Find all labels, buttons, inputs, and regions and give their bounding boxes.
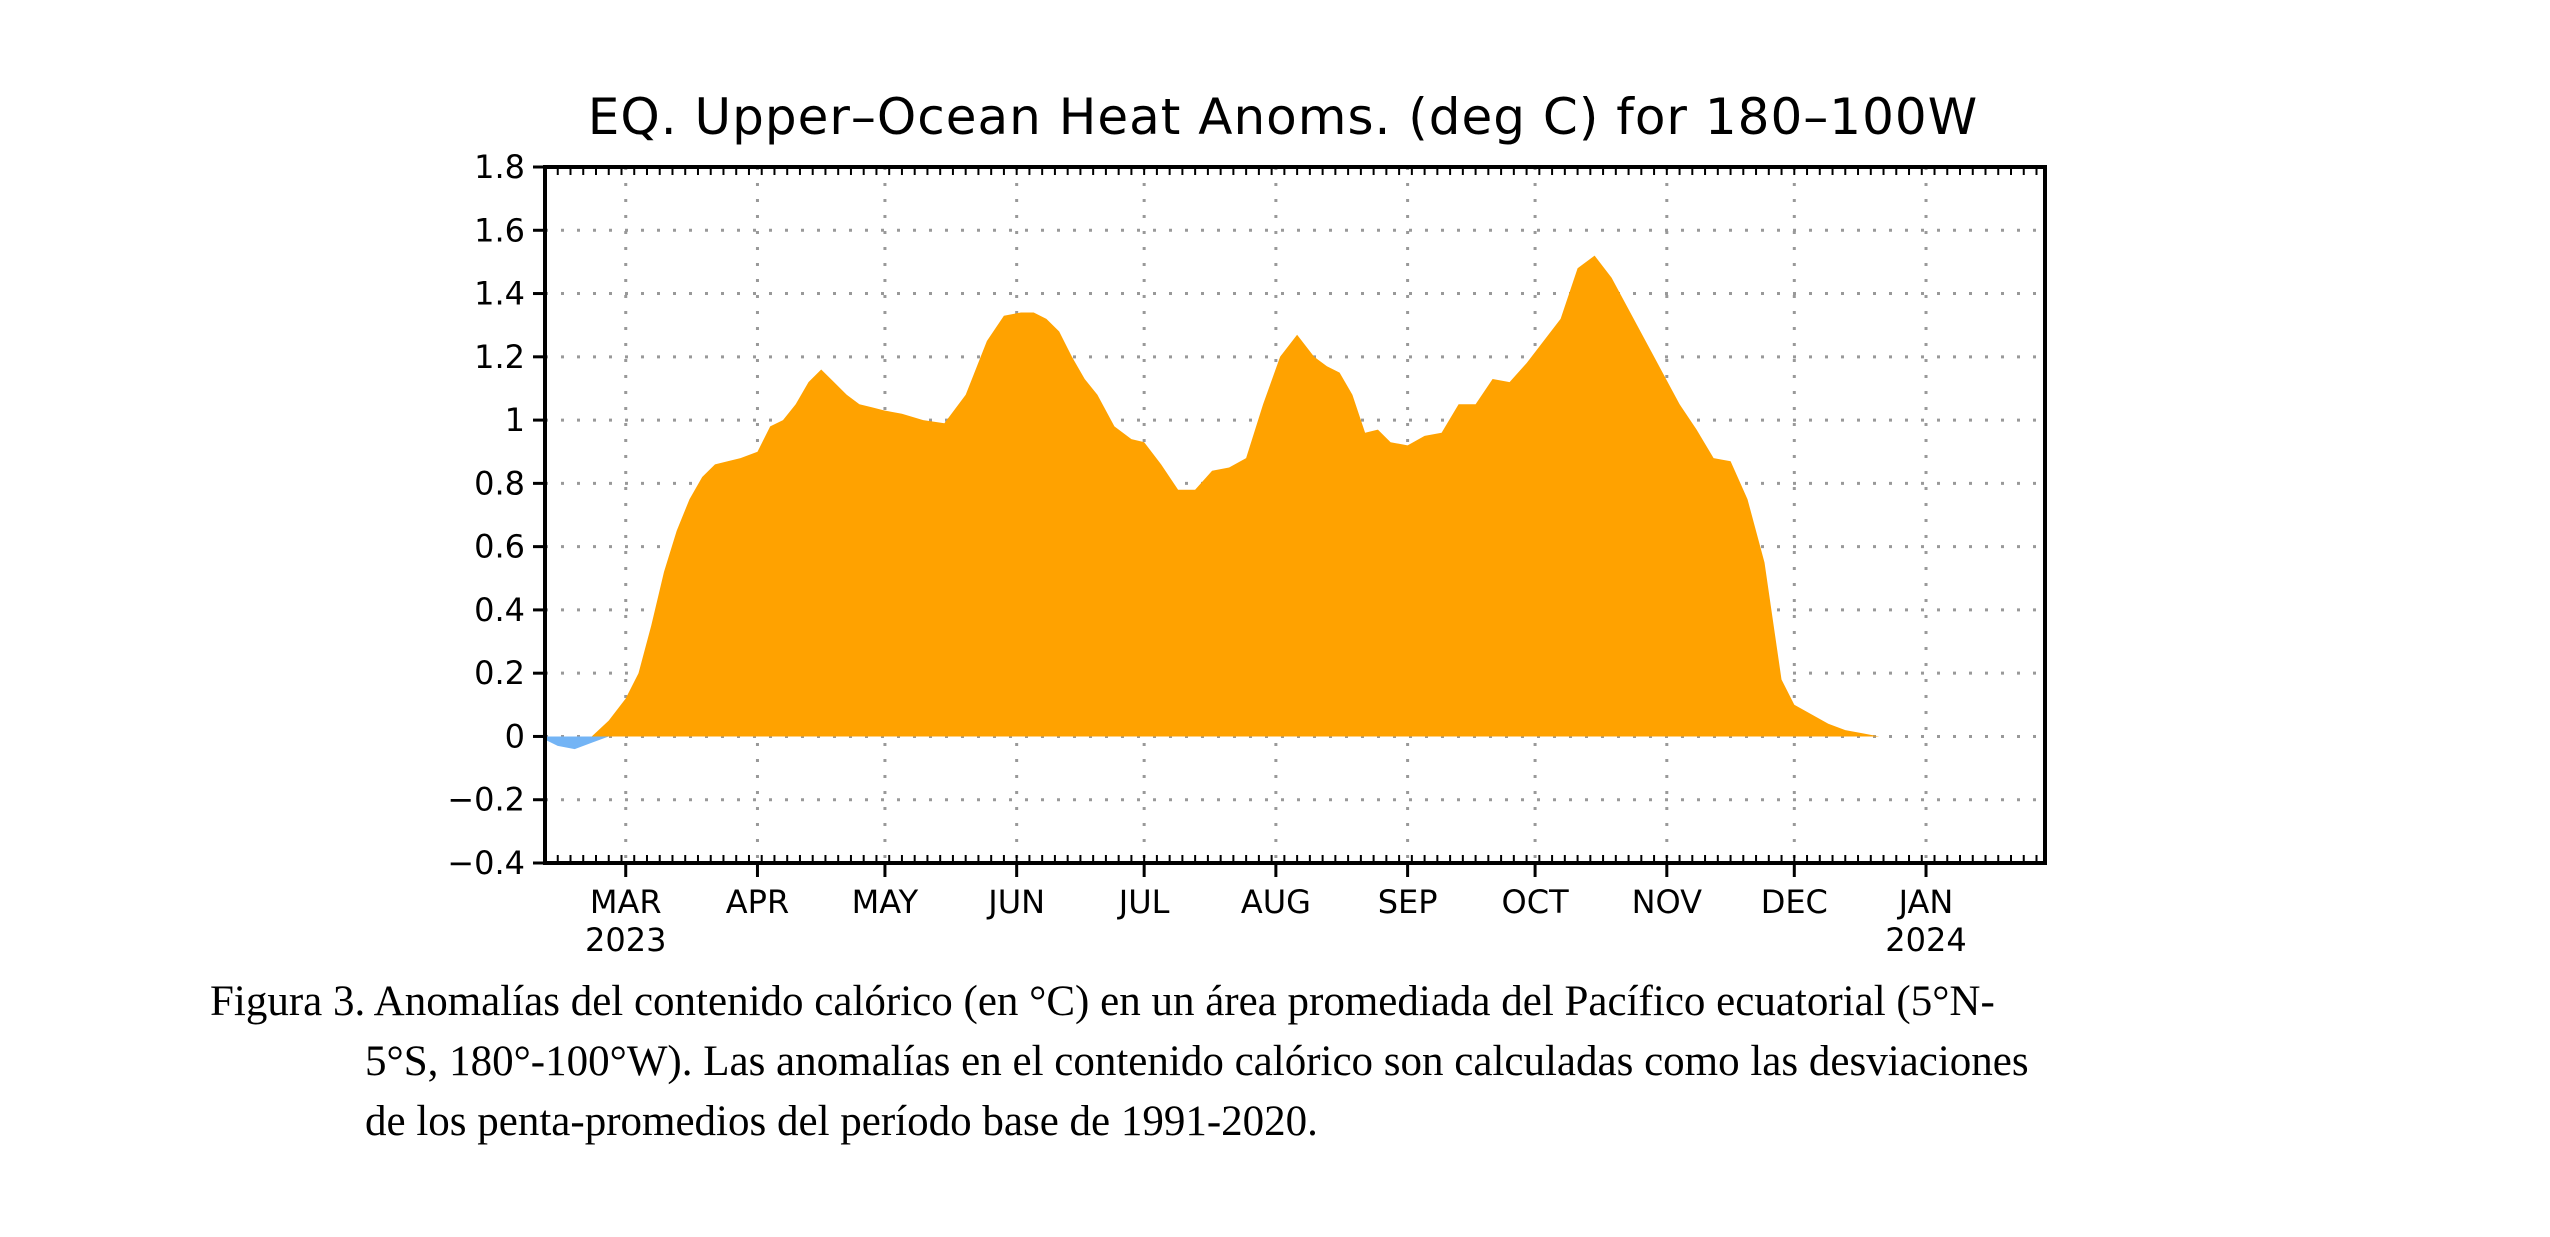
- y-tick-label: 0: [505, 717, 525, 755]
- x-tick-year: 2024: [1885, 921, 1966, 959]
- caption-line-3: de los penta-promedios del período base …: [365, 1098, 1318, 1145]
- y-tick-label: 1.8: [474, 148, 525, 186]
- y-axis: 1.8 1.6 1.4 1.2 1 0.8 0.6 0.4 0.2 0 −0.2 −0.4: [447, 148, 545, 882]
- caption-line-2: 5°S, 180°-100°W). Las anomalías en el co…: [365, 1038, 2029, 1085]
- y-tick-label: 1.6: [474, 211, 525, 249]
- anomaly-area: [545, 255, 2045, 750]
- figure-caption: Figura 3. Anomalías del contenido calóri…: [210, 972, 2360, 1152]
- x-tick-year: 2023: [585, 921, 666, 959]
- plot-border: [543, 165, 2047, 865]
- x-tick-label: JUN: [986, 883, 1045, 921]
- x-tick-label: JAN: [1897, 883, 1954, 921]
- plot-frame: [543, 165, 2047, 865]
- grid-lines: [545, 167, 2045, 863]
- x-tick-label: APR: [726, 883, 789, 921]
- x-tick-label: NOV: [1632, 883, 1703, 921]
- y-tick-label: −0.4: [447, 844, 525, 882]
- chart-title: EQ. Upper–Ocean Heat Anoms. (deg C) for …: [588, 88, 1978, 146]
- x-tick-label: DEC: [1761, 883, 1828, 921]
- x-tick-label: AUG: [1241, 883, 1311, 921]
- x-tick-label: OCT: [1502, 883, 1570, 921]
- positive-anomaly-area: [545, 255, 2045, 737]
- y-tick-label: 0.8: [474, 464, 525, 502]
- x-tick-label: MAR: [590, 883, 662, 921]
- y-tick-label: −0.2: [447, 781, 525, 819]
- y-tick-label: 0.6: [474, 528, 525, 566]
- negative-anomaly-area: [545, 736, 2045, 750]
- x-tick-label: SEP: [1378, 883, 1438, 921]
- y-tick-label: 0.4: [474, 591, 525, 629]
- heat-anomaly-chart: EQ. Upper–Ocean Heat Anoms. (deg C) for …: [447, 88, 2047, 959]
- y-tick-label: 1.4: [474, 275, 525, 313]
- y-tick-label: 1: [505, 401, 525, 439]
- y-tick-label: 0.2: [474, 654, 525, 692]
- y-tick-label: 1.2: [474, 338, 525, 376]
- x-tick-label: JUL: [1117, 883, 1170, 921]
- caption-line-1: Figura 3. Anomalías del contenido calóri…: [210, 978, 1995, 1025]
- x-tick-label: MAY: [852, 883, 919, 921]
